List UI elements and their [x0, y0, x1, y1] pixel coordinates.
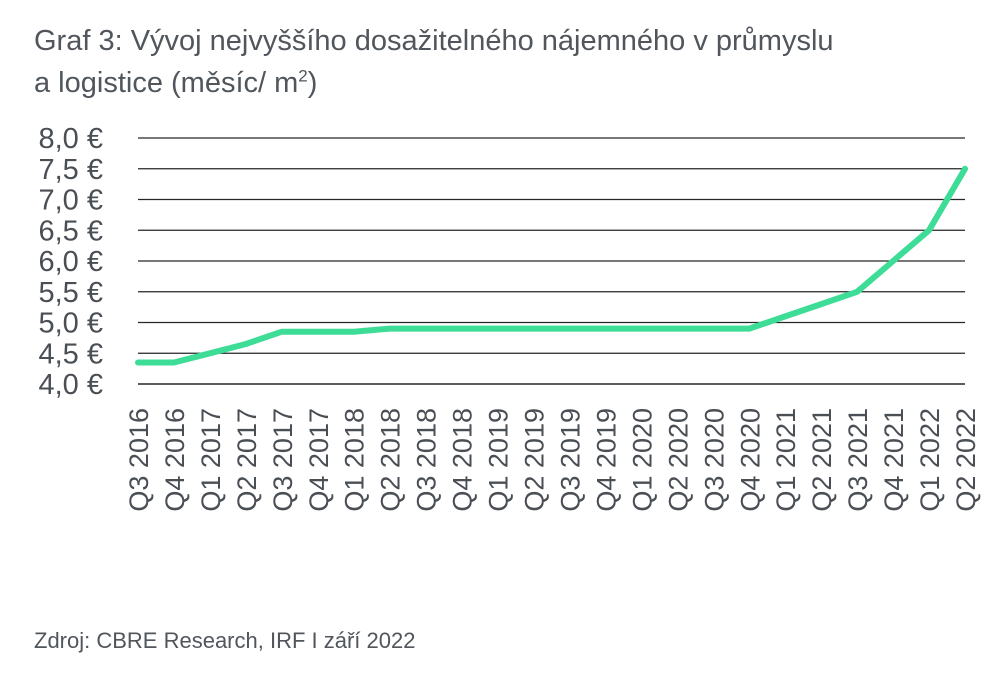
x-tick-label: Q2 2017 — [232, 408, 262, 512]
chart-title-line2-text: a logistice (měsíc/ m — [34, 67, 299, 99]
y-tick-label: 4,5 € — [39, 338, 104, 370]
y-tick-label: 6,5 € — [39, 215, 104, 247]
x-tick-label: Q1 2018 — [340, 408, 370, 512]
data-point — [531, 326, 537, 332]
x-tick-label: Q1 2017 — [196, 408, 226, 512]
data-point — [602, 326, 608, 332]
y-tick-label: 7,5 € — [39, 154, 104, 186]
x-tick-label: Q1 2019 — [484, 408, 514, 512]
x-tick-label: Q4 2020 — [735, 408, 765, 512]
source-note: Zdroj: CBRE Research, IRF I září 2022 — [34, 628, 416, 653]
data-point — [387, 326, 393, 332]
x-tick-label: Q2 2021 — [807, 408, 837, 512]
x-tick-label: Q3 2020 — [699, 408, 729, 512]
data-point — [818, 301, 824, 307]
series-line — [135, 165, 968, 366]
data-point — [495, 326, 501, 332]
data-point — [459, 326, 465, 332]
x-tick-label: Q3 2017 — [268, 408, 298, 512]
x-tick-label: Q2 2022 — [951, 408, 981, 512]
line-chart: 4,0 €4,5 €5,0 €5,5 €6,0 €6,5 €7,0 €7,5 €… — [39, 123, 982, 512]
x-tick-label: Q1 2021 — [771, 408, 801, 512]
x-tick-label: Q1 2020 — [627, 408, 657, 512]
data-point — [710, 326, 716, 332]
x-tick-label: Q4 2019 — [591, 408, 621, 512]
data-point — [962, 166, 968, 172]
x-tick-label: Q2 2020 — [663, 408, 693, 512]
data-point — [135, 359, 141, 365]
x-tick-label: Q1 2022 — [915, 408, 945, 512]
x-tick-label: Q4 2018 — [448, 408, 478, 512]
y-tick-label: 4,0 € — [39, 369, 104, 401]
y-axis-tick-labels: 4,0 €4,5 €5,0 €5,5 €6,0 €6,5 €7,0 €7,5 €… — [39, 123, 104, 401]
x-tick-label: Q4 2017 — [304, 408, 334, 512]
x-tick-label: Q3 2019 — [555, 408, 585, 512]
data-point — [926, 227, 932, 233]
data-point — [207, 350, 213, 356]
gridlines — [138, 137, 965, 385]
y-tick-label: 5,5 € — [39, 277, 104, 309]
data-point — [171, 359, 177, 365]
chart-title: Graf 3: Vývoj nejvyššího dosažitelného n… — [34, 20, 974, 104]
data-point — [638, 326, 644, 332]
y-tick-label: 5,0 € — [39, 308, 104, 340]
y-tick-label: 6,0 € — [39, 246, 104, 278]
series-layer — [135, 165, 968, 366]
data-point — [782, 313, 788, 319]
chart-title-line2: a logistice (měsíc/ m2) — [34, 62, 974, 104]
data-point — [566, 326, 572, 332]
data-point — [854, 289, 860, 295]
x-tick-label: Q3 2021 — [843, 408, 873, 512]
chart-title-superscript: 2 — [298, 66, 308, 86]
x-tick-label: Q4 2016 — [160, 408, 190, 512]
x-tick-label: Q3 2018 — [412, 408, 442, 512]
chart-title-line1: Graf 3: Vývoj nejvyššího dosažitelného n… — [34, 25, 834, 57]
chart-title-line2-end: ) — [307, 67, 318, 99]
data-point — [279, 329, 285, 335]
data-point — [315, 329, 321, 335]
x-tick-label: Q4 2021 — [879, 408, 909, 512]
data-point — [243, 341, 249, 347]
x-tick-label: Q3 2016 — [124, 408, 154, 512]
y-tick-label: 8,0 € — [39, 123, 104, 155]
data-point — [674, 326, 680, 332]
data-point — [746, 326, 752, 332]
x-tick-label: Q2 2019 — [520, 408, 550, 512]
data-point — [351, 329, 357, 335]
data-point — [890, 258, 896, 264]
x-tick-label: Q2 2018 — [376, 408, 406, 512]
x-axis-tick-labels: Q3 2016 Q4 2016 Q1 2017 Q2 2017 Q3 2017 Q4 20… — [124, 408, 981, 512]
y-tick-label: 7,0 € — [39, 185, 104, 217]
data-point — [423, 326, 429, 332]
